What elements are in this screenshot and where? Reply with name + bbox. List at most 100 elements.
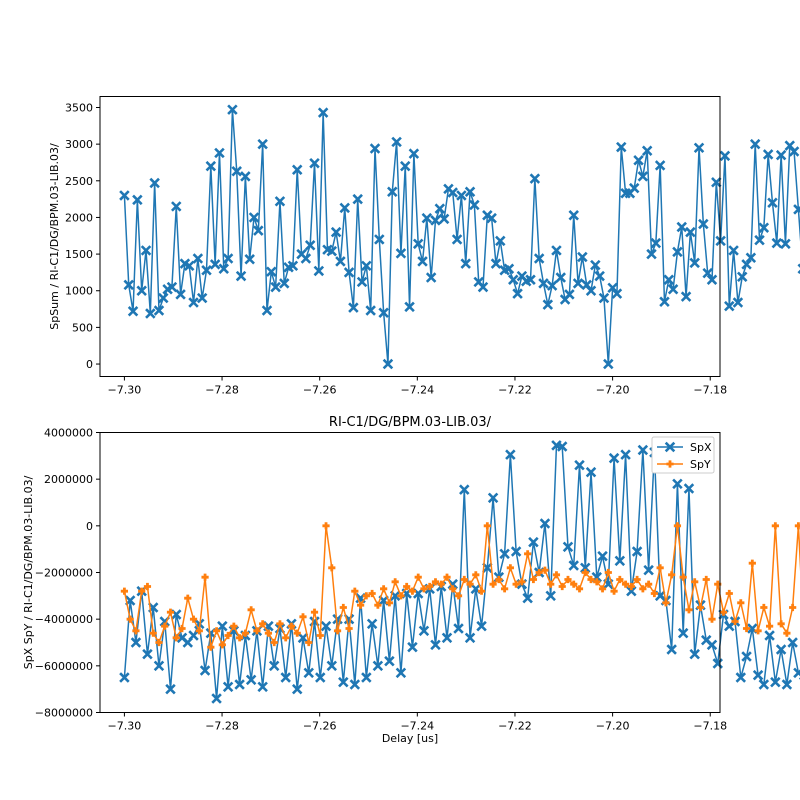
data-point-spsum xyxy=(317,107,329,118)
data-point-spsum xyxy=(438,213,450,225)
data-point-spx xyxy=(217,620,228,632)
data-point-spsum xyxy=(261,305,273,316)
data-point-spx xyxy=(758,679,770,690)
data-point-spy xyxy=(771,522,779,530)
data-point-spy xyxy=(454,592,463,600)
data-point-spsum xyxy=(309,157,320,169)
data-point-spx xyxy=(752,669,764,681)
data-point-spsum xyxy=(689,257,700,269)
series-spx xyxy=(119,440,800,704)
data-point-spy xyxy=(673,522,682,530)
data-point-spy xyxy=(316,631,324,640)
data-point-spy xyxy=(535,568,543,577)
data-point-spsum xyxy=(291,164,303,176)
data-point-spx xyxy=(597,550,608,562)
data-point-spx xyxy=(326,660,338,672)
data-point-spsum xyxy=(477,281,489,293)
data-point-spy xyxy=(236,634,244,642)
data-point-spx xyxy=(130,637,142,648)
data-point-spy xyxy=(702,575,710,584)
data-point-spy xyxy=(212,627,221,635)
data-point-spsum xyxy=(603,358,614,370)
data-point-spsum xyxy=(672,246,683,258)
data-point-spx xyxy=(562,541,574,553)
data-point-spx xyxy=(631,546,643,557)
data-point-spy xyxy=(155,638,163,647)
data-point-spsum xyxy=(123,279,134,291)
data-point-spsum xyxy=(361,260,372,272)
data-point-spsum xyxy=(732,297,744,308)
data-point-spsum xyxy=(179,258,191,269)
data-point-spy xyxy=(794,522,800,530)
data-point-spy xyxy=(437,580,445,588)
data-point-spy xyxy=(495,575,503,584)
data-point-spy xyxy=(305,638,313,647)
spsum-axes-frame xyxy=(99,96,721,377)
data-point-spsum xyxy=(590,259,601,271)
data-point-spy xyxy=(385,599,393,607)
data-point-spy xyxy=(408,587,417,595)
data-point-spsum xyxy=(175,289,186,300)
data-point-spsum xyxy=(417,256,428,267)
data-point-spy xyxy=(276,620,284,628)
data-point-spx xyxy=(395,667,407,679)
data-point-spy xyxy=(391,578,399,586)
data-point-spy xyxy=(345,624,353,633)
data-point-spsum xyxy=(145,308,156,319)
data-point-spx xyxy=(770,676,781,688)
data-point-spsum xyxy=(343,267,355,278)
data-point-spx xyxy=(268,660,280,672)
data-point-spsum xyxy=(654,160,666,171)
y-tick-label: 2000000 xyxy=(44,473,93,486)
data-point-spsum xyxy=(577,251,588,263)
data-point-spy xyxy=(431,578,440,586)
data-point-spsum xyxy=(754,234,765,246)
data-point-spx xyxy=(793,667,800,679)
data-point-spsum xyxy=(162,284,173,295)
data-point-spy xyxy=(293,629,301,637)
data-point-spsum xyxy=(136,285,147,296)
data-point-spsum xyxy=(287,260,299,272)
data-point-spx xyxy=(315,672,326,683)
data-point-spx xyxy=(389,590,401,602)
data-point-spsum xyxy=(266,266,277,277)
x-tick-label: −7.26 xyxy=(303,384,337,397)
data-point-spx xyxy=(124,595,136,606)
data-point-spy xyxy=(748,559,756,567)
data-point-spsum xyxy=(158,292,169,304)
data-point-spy xyxy=(374,601,382,609)
data-point-spsum xyxy=(382,358,394,370)
data-point-spsum xyxy=(188,297,199,308)
data-point-spy xyxy=(541,566,549,574)
data-point-spy xyxy=(449,585,457,593)
y-tick-label: −6000000 xyxy=(35,660,93,673)
y-tick-label: −8000000 xyxy=(35,707,93,720)
y-tick-label: 0 xyxy=(86,520,93,533)
legend-spx-marker xyxy=(664,441,676,453)
data-point-spsum xyxy=(412,238,424,250)
data-point-spx xyxy=(280,672,291,683)
data-point-spx xyxy=(372,660,384,672)
data-point-spsum xyxy=(279,278,290,289)
data-point-spy xyxy=(679,573,687,581)
y-tick-label: 2500 xyxy=(65,175,93,188)
data-point-spsum xyxy=(741,259,752,270)
legend-spy-marker-glyph xyxy=(666,460,674,468)
data-point-spx xyxy=(666,644,677,655)
legend-spx-marker-glyph xyxy=(664,441,676,453)
series-spsum xyxy=(119,104,800,370)
data-point-spsum xyxy=(736,271,748,283)
data-point-spy xyxy=(132,627,140,635)
x-tick-label: −7.24 xyxy=(400,720,434,733)
data-point-spy xyxy=(656,564,664,572)
data-point-spy xyxy=(333,627,342,635)
data-point-spx xyxy=(234,679,245,690)
data-point-spsum xyxy=(641,145,653,156)
data-point-spy xyxy=(195,627,203,635)
data-point-spsum xyxy=(400,160,411,172)
data-point-spsum xyxy=(762,149,774,160)
data-point-spy xyxy=(138,587,146,595)
data-point-spy xyxy=(247,606,255,614)
data-point-spy xyxy=(668,571,676,579)
